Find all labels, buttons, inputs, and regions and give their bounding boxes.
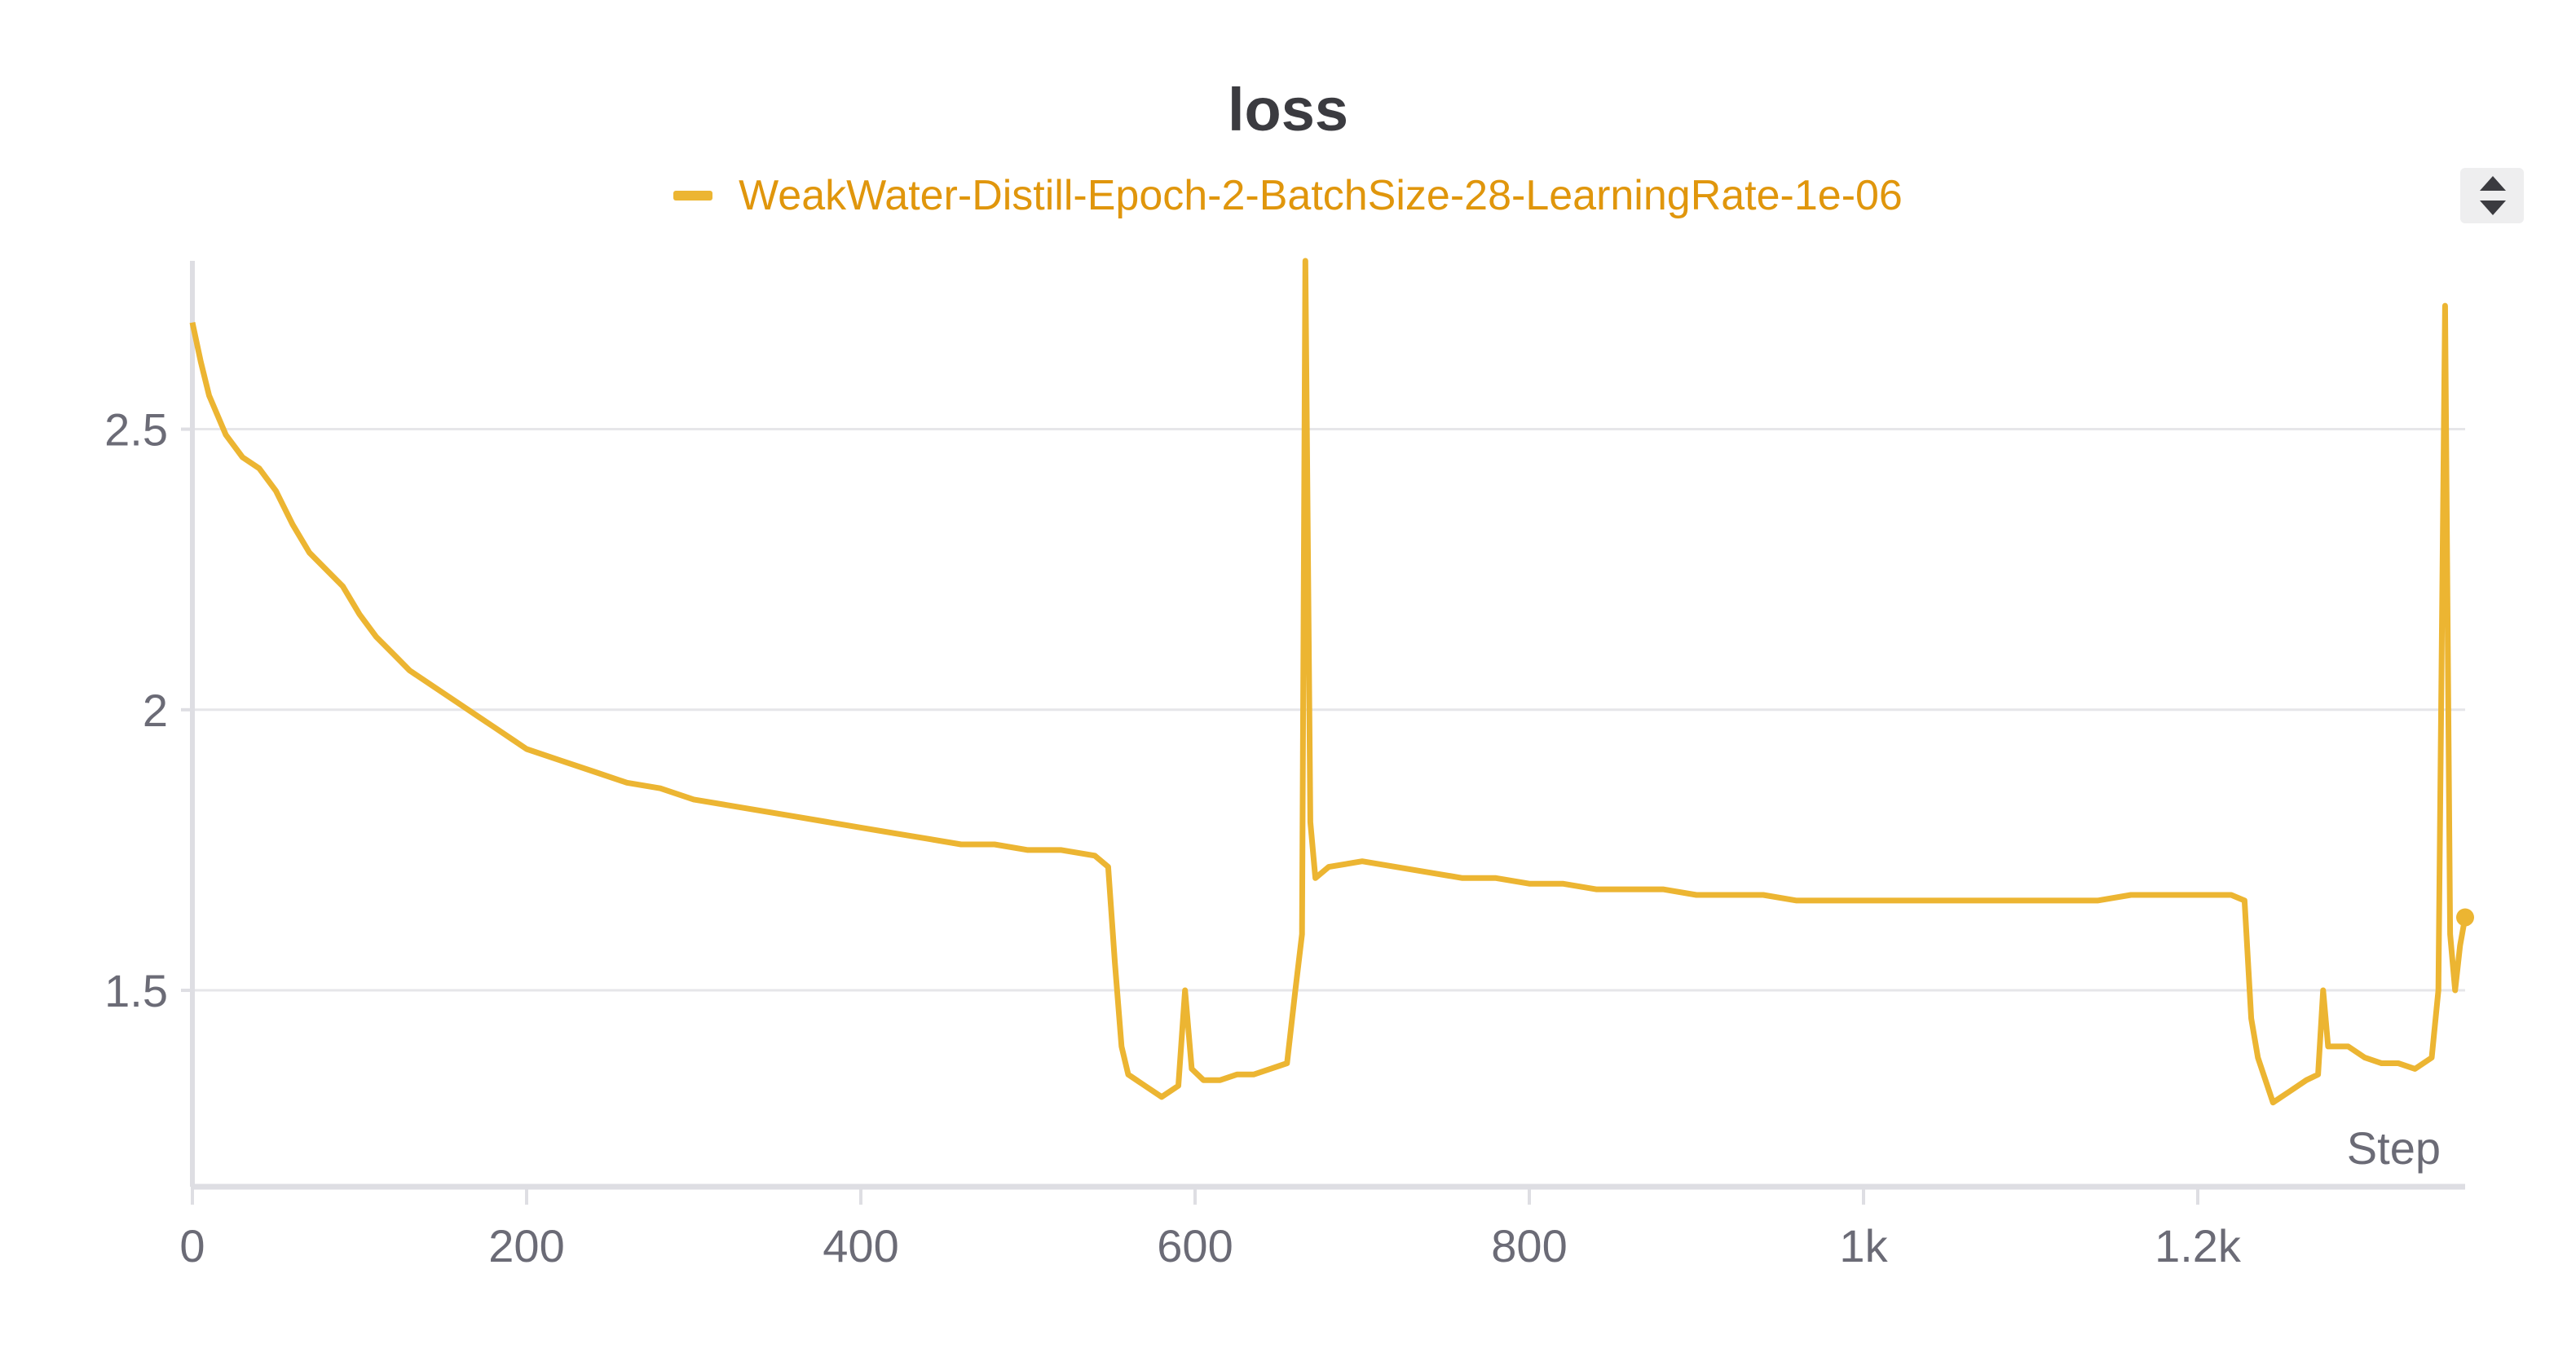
x-tick-label: 400	[823, 1220, 898, 1271]
chart-title: loss	[1227, 76, 1349, 143]
chevron-up-icon[interactable]	[2480, 176, 2506, 191]
chart-legend[interactable]: WeakWater-Distill-Epoch-2-BatchSize-28-L…	[0, 171, 2576, 220]
x-tick-label: 800	[1491, 1220, 1567, 1271]
legend-swatch	[673, 191, 713, 201]
y-tick-label: 2.5	[104, 404, 168, 456]
x-tick-label: 600	[1157, 1220, 1233, 1271]
y-tick-label: 2	[143, 685, 168, 736]
series-end-point	[2456, 908, 2474, 927]
chevron-down-icon[interactable]	[2480, 201, 2506, 215]
x-tick-label: 200	[488, 1220, 564, 1271]
legend-series-label[interactable]: WeakWater-Distill-Epoch-2-BatchSize-28-L…	[739, 172, 1903, 219]
y-tick-label: 1.5	[104, 965, 168, 1016]
x-tick-label: 0	[179, 1220, 205, 1271]
series-line	[189, 258, 2468, 1106]
x-tick-label: 1.2k	[2155, 1220, 2242, 1271]
x-axis-label: Step	[2347, 1122, 2441, 1174]
legend-scroll-control[interactable]	[2460, 168, 2524, 223]
x-tick-label: 1k	[1839, 1220, 1888, 1271]
